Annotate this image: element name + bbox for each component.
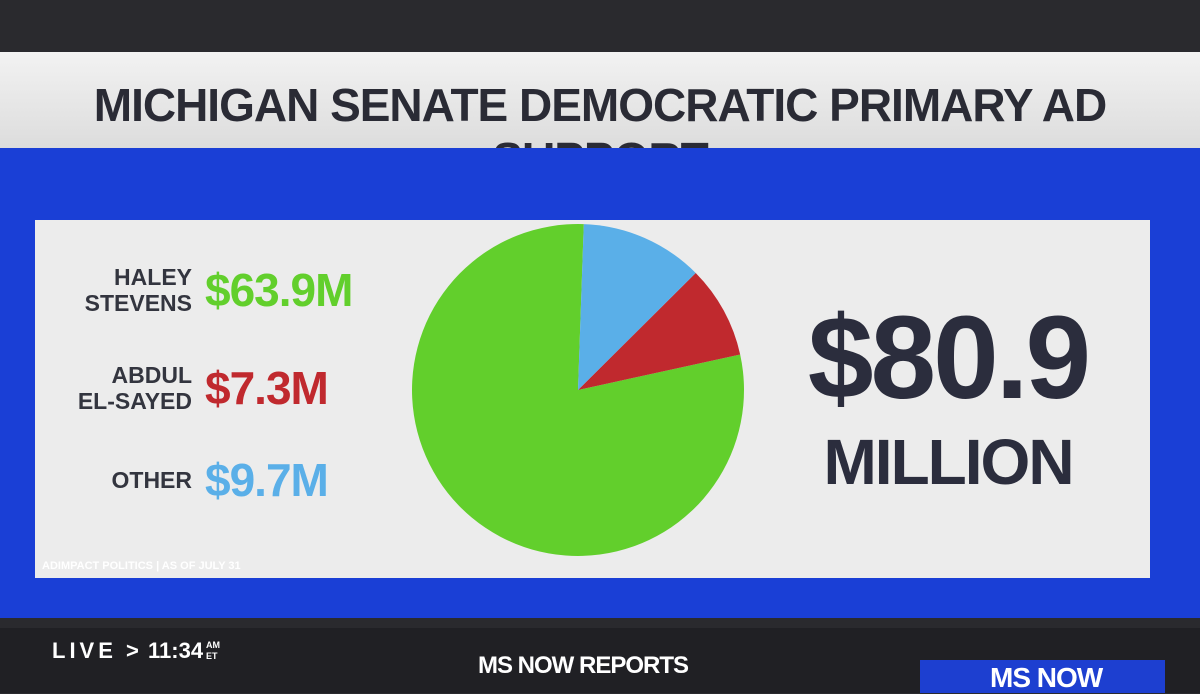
am: AM	[206, 640, 220, 650]
network-box	[920, 660, 1165, 693]
total-unit: MILLION	[823, 426, 1074, 498]
legend-name: HALEY STEVENS	[84, 264, 192, 316]
show-name: MS NOW REPORTS	[478, 652, 689, 679]
total-label: $80.9	[807, 292, 1091, 424]
legend-name: OTHER	[111, 467, 193, 493]
source: ADIMPACT POLITICS | AS OF JULY 31	[42, 560, 241, 572]
separator: >	[126, 638, 139, 663]
et: ET	[206, 651, 218, 661]
legend-value: $63.9M	[205, 264, 353, 316]
legend-name: ABDUL EL-SAYED	[77, 362, 192, 414]
live: LIVE	[52, 638, 117, 663]
chart-title: MICHIGAN SENATE DEMOCRATIC PRIMARY AD SU…	[93, 79, 1108, 185]
pie-slice	[578, 224, 696, 390]
pie-slice	[412, 224, 745, 556]
legend-value: $9.7M	[205, 454, 329, 506]
pie-slice	[578, 272, 741, 390]
legend-value: $7.3M	[205, 362, 329, 414]
time: 11:34	[148, 638, 204, 663]
title-band	[0, 52, 1200, 150]
network-name: MS NOW	[990, 662, 1103, 693]
